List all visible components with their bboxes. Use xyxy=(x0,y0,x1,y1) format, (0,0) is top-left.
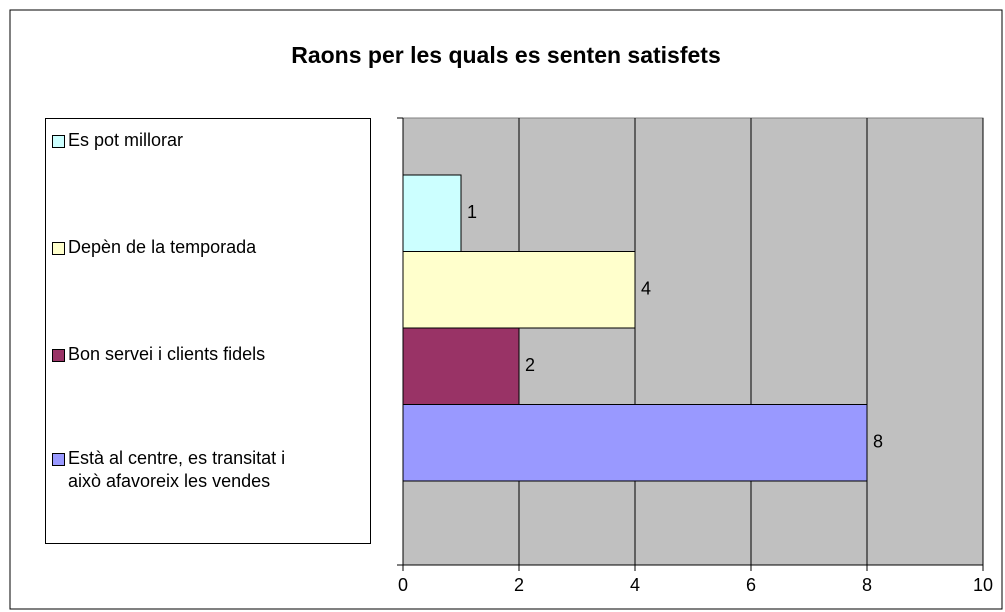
legend-swatch xyxy=(52,349,65,362)
legend-swatch xyxy=(52,242,65,255)
legend-entry: Depèn de la temporada xyxy=(52,236,256,259)
value-label: 1 xyxy=(467,202,477,222)
legend-swatch xyxy=(52,453,65,466)
chart-title: Raons per les quals es senten satisfets xyxy=(291,42,721,68)
x-tick-label: 8 xyxy=(862,575,872,595)
x-tick-label: 4 xyxy=(630,575,640,595)
legend-label: Depèn de la temporada xyxy=(68,237,257,257)
bar xyxy=(402,404,868,482)
x-tick-label: 6 xyxy=(746,575,756,595)
value-label: 4 xyxy=(641,279,651,299)
x-tick-label: 2 xyxy=(514,575,524,595)
bar xyxy=(402,251,636,329)
legend-label: Està al centre, es transitat i això afav… xyxy=(68,448,286,491)
bar xyxy=(402,174,462,252)
legend-entry: Està al centre, es transitat i això afav… xyxy=(52,447,303,493)
legend-entry: Es pot millorar xyxy=(52,129,183,152)
value-label: 2 xyxy=(525,355,535,375)
legend-entry: Bon servei i clients fidels xyxy=(52,343,265,366)
x-tick-label: 0 xyxy=(398,575,408,595)
x-tick-label: 10 xyxy=(973,575,993,595)
legend-swatch xyxy=(52,135,65,148)
legend-label: Bon servei i clients fidels xyxy=(68,344,266,364)
value-label: 8 xyxy=(873,432,883,452)
legend: Es pot millorar Depèn de la temporada Bon … xyxy=(45,118,371,544)
bar xyxy=(402,327,520,405)
legend-label: Es pot millorar xyxy=(68,130,184,150)
